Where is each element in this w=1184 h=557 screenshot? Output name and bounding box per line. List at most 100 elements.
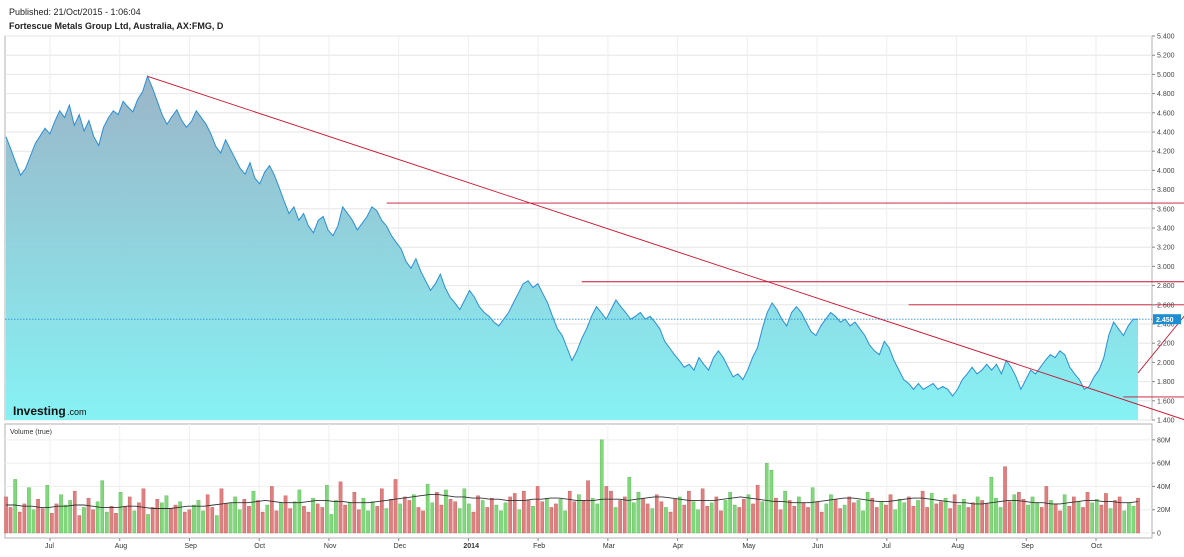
volume-bar [943,497,948,534]
volume-bar [127,496,132,534]
price-tick-label: 5.200 [1157,53,1175,60]
volume-bar [343,504,347,534]
volume-bar [453,501,457,534]
price-tick-label: 2.800 [1157,283,1175,290]
volume-bar [173,504,178,534]
volume-bar [1007,501,1012,534]
volume-bar [36,499,40,534]
volume-bar [1122,510,1127,534]
volume-bar [1035,502,1039,534]
volume-bar [1012,494,1017,534]
volume-bar [911,506,916,534]
volume-bar [435,492,439,534]
volume-bar [279,502,283,534]
volume-bar [270,486,274,534]
volume-bar [1117,496,1122,534]
volume-bar [916,500,920,534]
volume-bar [1090,502,1094,534]
volume-bar [636,492,641,534]
volume-bar [975,496,980,534]
volume-bar [407,500,412,534]
published-timestamp: Published: 21/Oct/2015 - 1:06:04 [9,7,141,17]
volume-bar [613,507,618,534]
volume-bar [572,501,577,534]
volume-moving-average [6,494,1139,509]
volume-bar [8,507,13,534]
volume-bar [40,508,45,534]
price-tick-label: 4.200 [1157,149,1175,156]
volume-bar [1072,496,1076,534]
volume-bar [155,499,160,534]
volume-bar [929,493,934,534]
volume-bar [1067,506,1072,534]
volume-bar [490,497,494,534]
volume-bar [265,504,270,534]
volume-bar [815,501,819,534]
volume-bar [54,503,59,534]
volume-bar [1108,508,1113,534]
volume-bar [645,503,650,534]
volume-bar [526,500,531,534]
volume-bar [563,510,567,534]
volume-bar [934,503,939,534]
volume-bar [1094,499,1099,534]
volume-bar [366,510,370,534]
volume-bar [728,492,732,534]
volume-bar [462,488,467,534]
volume-bar [508,496,512,534]
volume-bar [966,507,971,534]
volume-bar [375,506,380,534]
volume-bar [852,502,856,534]
volume-bar [902,502,907,534]
volume-bar [118,492,123,534]
volume-bar [338,481,343,534]
volume-bar [558,499,563,534]
volume-bar [325,485,329,534]
volume-bar [842,504,847,534]
volume-bar [251,490,256,534]
volume-tick-label: 40M [1157,484,1171,491]
volume-bar [63,504,68,534]
volume-bar [948,508,952,534]
volume-bar [448,499,453,534]
volume-bar [920,490,925,534]
current-price-label: 2.450 [1156,317,1174,324]
volume-bar [137,502,141,534]
volume-bar [370,501,375,534]
volume-bar [224,503,228,534]
price-tick-label: 3.800 [1157,187,1175,194]
price-tick-label: 3.200 [1157,245,1175,252]
volume-bar [380,488,384,534]
volume-bar [522,490,526,534]
volume-bar [1085,492,1090,534]
volume-bar [100,480,105,534]
volume-bar [160,502,164,534]
volume-bar [581,500,586,534]
volume-bar [622,496,627,534]
volume-bar [288,508,292,534]
volume-bar [31,509,36,534]
volume-bar [980,500,984,534]
volume-bar [925,507,929,534]
volume-bar [357,509,361,534]
price-tick-label: 5.400 [1157,34,1175,41]
volume-bar [659,501,664,534]
volume-bar [141,488,146,534]
volume-bar [421,510,425,534]
volume-bar [352,492,357,534]
volume-bar [1026,504,1030,534]
volume-bar [164,495,169,534]
volume-bar [476,495,480,534]
volume-bar [609,490,613,534]
volume-bar [425,483,430,534]
volume-bar [577,494,581,534]
volume-bar [45,485,50,534]
volume-bar [696,509,700,534]
volume-bar [893,509,897,534]
volume-bar [233,496,237,534]
price-tick-label: 4.400 [1157,130,1175,137]
volume-bar [256,500,260,534]
x-tick-label: Jul [45,543,54,550]
trendline [1137,315,1184,374]
volume-bar [641,497,645,534]
